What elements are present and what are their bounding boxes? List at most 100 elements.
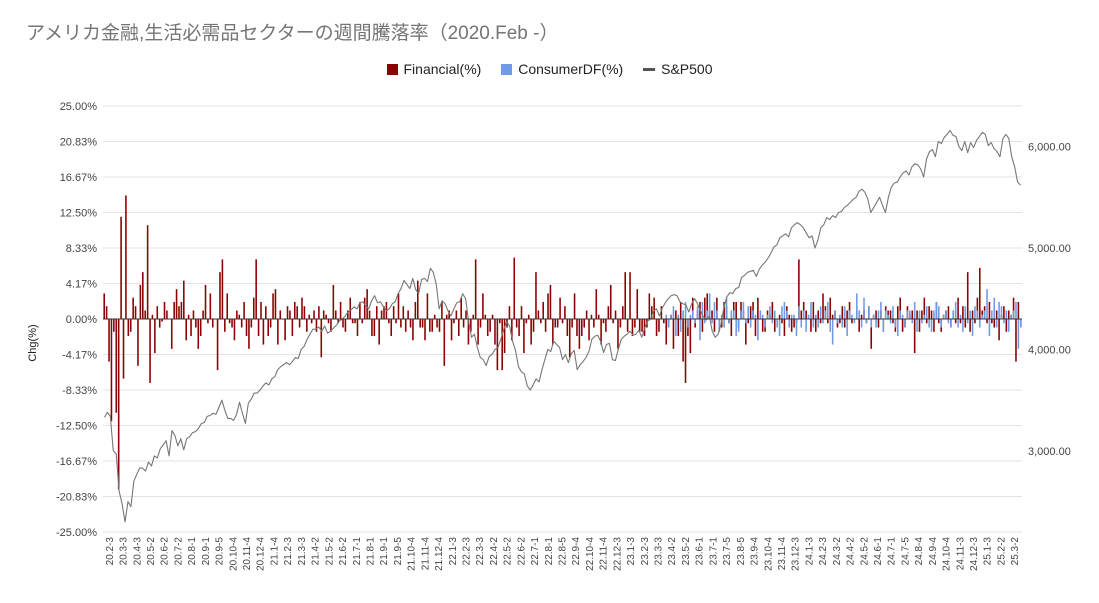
financial-bar — [595, 289, 598, 319]
x-tick-label: 21.9-5 — [393, 537, 404, 566]
consumerdf-bar — [691, 310, 694, 319]
financial-bar — [554, 319, 557, 328]
financial-bar — [197, 319, 200, 349]
financial-bar — [858, 319, 860, 332]
financial-bar — [761, 319, 764, 332]
financial-bar — [453, 319, 455, 324]
consumerdf-bar — [670, 314, 672, 319]
financial-bar — [508, 306, 511, 319]
financial-bar — [576, 319, 578, 337]
legend-swatch-consumerdf — [501, 64, 513, 75]
financial-bar — [142, 272, 144, 319]
financial-bar — [489, 319, 491, 332]
financial-bar — [713, 319, 716, 332]
consumerdf-bar — [723, 319, 725, 328]
consumerdf-bar — [834, 310, 836, 319]
financial-bar — [602, 319, 605, 324]
financial-bar — [851, 319, 853, 324]
financial-bar — [156, 306, 159, 319]
financial-bar — [219, 272, 221, 319]
x-tick-label: 22.12-3 — [612, 537, 623, 571]
consumerdf-bar — [930, 319, 933, 332]
left-tick-label: 0.00% — [66, 314, 97, 326]
financial-bar — [433, 314, 436, 319]
financial-bar — [933, 319, 935, 332]
legend-item-financial[interactable]: Financial(%) — [386, 61, 481, 77]
financial-bar — [105, 306, 108, 319]
consumerdf-bar — [810, 301, 812, 319]
consumerdf-bar — [998, 301, 1000, 319]
financial-bar — [269, 319, 272, 328]
x-tick-label: 23.8-5 — [736, 537, 747, 566]
x-tick-label: 24.4-2 — [846, 537, 857, 566]
left-tick-label: 16.67% — [60, 172, 98, 184]
financial-bar — [103, 293, 105, 319]
financial-bar — [783, 319, 786, 337]
consumerdf-bar — [855, 293, 858, 319]
consumerdf-bar — [966, 319, 969, 324]
left-tick-label: 4.17% — [66, 279, 97, 291]
financial-bar — [404, 319, 407, 332]
financial-bar — [511, 319, 513, 341]
financial-bar — [397, 293, 400, 319]
financial-bar — [684, 319, 687, 383]
financial-bar — [347, 310, 349, 319]
x-tick-label: 22.4-2 — [489, 537, 500, 566]
financial-bar — [962, 306, 964, 319]
financial-bar — [356, 319, 359, 337]
financial-bar — [899, 297, 901, 319]
consumerdf-bar — [918, 310, 921, 319]
financial-bar — [583, 319, 585, 328]
financial-bar — [581, 319, 583, 337]
financial-bar — [245, 319, 248, 337]
consumerdf-bar — [1003, 319, 1005, 324]
financial-bar — [378, 319, 380, 345]
consumerdf-bar — [781, 306, 783, 319]
consumerdf-bar — [807, 314, 810, 319]
x-tick-label: 21.8-1 — [365, 537, 376, 566]
x-tick-label: 24.1-3 — [804, 537, 815, 566]
x-tick-label: 24.9-4 — [928, 537, 939, 566]
financial-bar — [122, 319, 125, 379]
financial-bar — [368, 310, 371, 319]
consumerdf-bar — [667, 319, 670, 328]
consumerdf-bar — [945, 310, 947, 319]
financial-bars — [103, 195, 1022, 490]
financial-bar — [120, 216, 122, 319]
financial-bar — [240, 319, 243, 328]
financial-bar — [199, 319, 202, 337]
financial-bar — [988, 301, 991, 319]
consumerdf-bars — [665, 289, 1022, 349]
consumerdf-bar — [906, 310, 909, 319]
right-tick-label: 4,000.00 — [1028, 344, 1071, 356]
legend-item-sp500[interactable]: S&P500 — [643, 61, 712, 77]
financial-bar — [375, 306, 378, 319]
financial-bar — [250, 319, 253, 328]
financial-bar — [938, 319, 940, 324]
legend-item-consumerdf[interactable]: ConsumerDF(%) — [501, 61, 623, 77]
x-tick-label: 20.3-3 — [119, 537, 130, 566]
consumerdf-bar — [706, 310, 709, 319]
consumerdf-bar — [993, 297, 996, 319]
financial-bar — [380, 310, 383, 319]
financial-bar — [344, 319, 347, 332]
financial-bar — [224, 319, 226, 332]
x-tick-label: 24.7-1 — [887, 537, 898, 566]
financial-bar — [819, 319, 822, 324]
financial-bar — [371, 319, 373, 337]
x-tick-label: 23.6-1 — [695, 537, 706, 566]
left-tick-label: -25.00% — [56, 527, 97, 539]
financial-bar — [166, 310, 168, 319]
financial-bar — [814, 319, 817, 332]
financial-bar — [115, 319, 118, 413]
consumerdf-bar — [954, 301, 957, 319]
left-tick-label: -16.67% — [56, 456, 97, 468]
x-tick-label: 22.5-2 — [503, 537, 514, 566]
financial-bar — [472, 314, 475, 319]
left-tick-label: -20.83% — [56, 492, 97, 504]
consumerdf-bar — [822, 319, 824, 324]
consumerdf-bar — [843, 306, 846, 319]
financial-bar — [810, 319, 812, 332]
financial-bar — [689, 319, 692, 354]
financial-bar — [518, 319, 520, 337]
